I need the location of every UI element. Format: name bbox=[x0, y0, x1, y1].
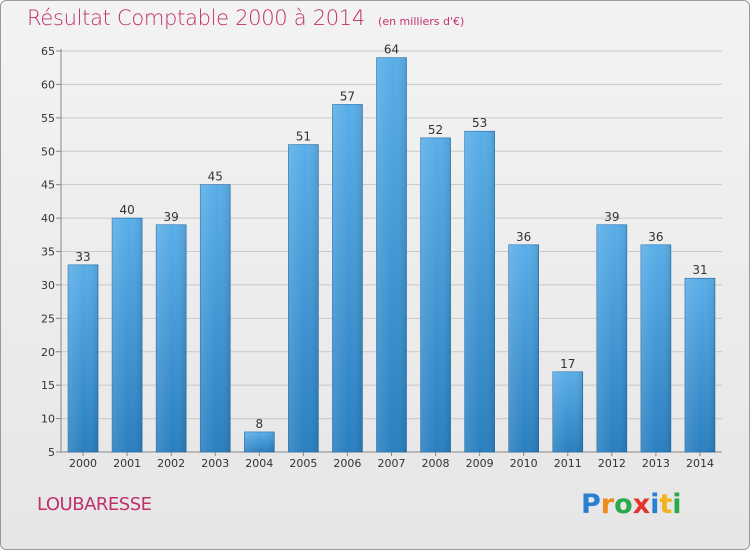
data-label-2001: 40 bbox=[119, 203, 134, 217]
x-tick-label-2012: 2012 bbox=[598, 457, 626, 470]
data-label-2007: 64 bbox=[384, 43, 399, 57]
bar-shade-2006 bbox=[332, 104, 363, 452]
chart-subtitle: (en milliers d'€) bbox=[378, 15, 465, 28]
bar-2002 bbox=[155, 224, 187, 453]
bar-shade-2002 bbox=[156, 224, 187, 452]
bar-2013 bbox=[640, 244, 672, 453]
data-label-2008: 52 bbox=[428, 123, 443, 137]
x-tick-label-2010: 2010 bbox=[510, 457, 538, 470]
data-label-2009: 53 bbox=[472, 116, 487, 130]
place-name: LOUBARESSE bbox=[37, 494, 152, 515]
y-tick-label-5: 5 bbox=[48, 446, 55, 459]
y-tick-label-65: 65 bbox=[41, 45, 55, 58]
data-label-2011: 17 bbox=[560, 357, 575, 371]
x-tick-label-2004: 2004 bbox=[245, 457, 273, 470]
data-label-2000: 33 bbox=[75, 250, 90, 264]
bar-2000 bbox=[67, 264, 99, 453]
data-label-2005: 51 bbox=[296, 130, 311, 144]
x-tick-label-2003: 2003 bbox=[201, 457, 229, 470]
x-tick-labels: 2000 2001 2002 2003 2004 2005 2006 2007 2008 2009… bbox=[69, 452, 714, 470]
y-tick-labels: 5 10 15 20 25 30 35 40 45 50 55 60 65 bbox=[41, 45, 55, 459]
bar-2003 bbox=[199, 184, 231, 453]
bar-shade-2012 bbox=[596, 224, 627, 452]
x-tick-label-2005: 2005 bbox=[289, 457, 317, 470]
bar-2011 bbox=[552, 371, 584, 453]
y-tick-label-20: 20 bbox=[41, 346, 55, 359]
bar-2014 bbox=[684, 277, 716, 453]
bar-2012 bbox=[596, 224, 628, 453]
data-label-2003: 45 bbox=[208, 170, 223, 184]
data-label-2012: 39 bbox=[604, 210, 619, 224]
x-tick-label-2013: 2013 bbox=[642, 457, 670, 470]
data-label-2002: 39 bbox=[164, 210, 179, 224]
bar-shade-2004 bbox=[244, 431, 275, 452]
bars bbox=[67, 57, 716, 453]
logo-letter-3: o bbox=[614, 489, 633, 520]
logo-letter-5: i bbox=[650, 489, 660, 520]
chart-title: Résultat Comptable 2000 à 2014 bbox=[27, 6, 365, 30]
bar-2008 bbox=[420, 137, 451, 453]
data-label-2013: 36 bbox=[648, 230, 663, 244]
data-label-2006: 57 bbox=[340, 89, 355, 103]
x-tick-label-2006: 2006 bbox=[333, 457, 361, 470]
y-tick-label-15: 15 bbox=[41, 379, 55, 392]
bar-shade-2013 bbox=[640, 244, 671, 452]
y-tick-label-10: 10 bbox=[41, 413, 55, 426]
bar-2001 bbox=[111, 217, 143, 453]
bar-2006 bbox=[332, 104, 363, 453]
bar-shade-2001 bbox=[112, 218, 143, 452]
x-tick-label-2014: 2014 bbox=[686, 457, 714, 470]
y-tick-label-55: 55 bbox=[41, 112, 55, 125]
x-tick-label-2011: 2011 bbox=[554, 457, 582, 470]
y-tick-label-50: 50 bbox=[41, 145, 55, 158]
logo-letter-6: t bbox=[659, 489, 673, 520]
bar-2005 bbox=[288, 144, 319, 453]
bar-shade-2005 bbox=[288, 144, 319, 453]
y-tick-label-45: 45 bbox=[41, 179, 55, 192]
title-row: Résultat Comptable 2000 à 2014 (en milli… bbox=[27, 6, 464, 30]
bar-shade-2000 bbox=[68, 264, 99, 452]
data-label-2004: 8 bbox=[255, 417, 263, 431]
bar-2009 bbox=[464, 130, 495, 453]
data-label-2014: 31 bbox=[692, 263, 707, 277]
bar-shade-2011 bbox=[552, 371, 583, 452]
y-tick-label-40: 40 bbox=[41, 212, 55, 225]
bar-shade-2008 bbox=[420, 137, 451, 452]
bar-shade-2007 bbox=[376, 57, 407, 452]
logo-letter-7: i bbox=[672, 489, 682, 520]
bar-2007 bbox=[376, 57, 407, 453]
x-tick-label-2007: 2007 bbox=[378, 457, 406, 470]
bar-shade-2003 bbox=[200, 184, 231, 452]
x-tick-label-2009: 2009 bbox=[466, 457, 494, 470]
bar-shade-2010 bbox=[508, 244, 539, 452]
x-tick-label-2001: 2001 bbox=[113, 457, 141, 470]
y-tick-label-60: 60 bbox=[41, 78, 55, 91]
y-tick-label-35: 35 bbox=[41, 246, 55, 259]
bar-shade-2009 bbox=[464, 131, 495, 452]
logo-letter-1: P bbox=[581, 489, 601, 520]
logo-letter-4: x bbox=[632, 489, 651, 520]
data-label-2010: 36 bbox=[516, 230, 531, 244]
x-tick-label-2000: 2000 bbox=[69, 457, 97, 470]
bar-2010 bbox=[508, 244, 540, 453]
bar-2004 bbox=[244, 431, 275, 453]
x-tick-label-2002: 2002 bbox=[157, 457, 185, 470]
y-tick-label-25: 25 bbox=[41, 312, 55, 325]
y-tick-label-30: 30 bbox=[41, 279, 55, 292]
data-labels: 33 40 39 45 8 51 57 64 52 53 36 17 39 36 31 bbox=[75, 43, 707, 431]
logo-letter-2: r bbox=[600, 489, 615, 520]
x-tick-label-2008: 2008 bbox=[422, 457, 450, 470]
proxiti-logo: Proxiti bbox=[581, 489, 682, 520]
bar-shade-2014 bbox=[684, 278, 715, 452]
